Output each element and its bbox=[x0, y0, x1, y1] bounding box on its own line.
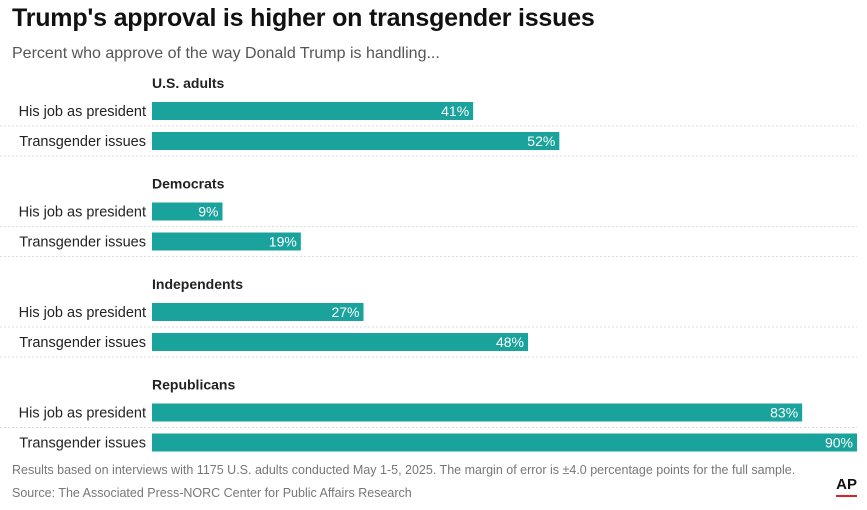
bar-value-label: 19% bbox=[269, 234, 297, 250]
chart-title: Trump's approval is higher on transgende… bbox=[12, 4, 595, 32]
bar bbox=[152, 333, 528, 351]
bar-chart: U.S. adults His job as president 41% Transg… bbox=[0, 75, 857, 452]
methodology-note: Results based on interviews with 1175 U.… bbox=[12, 463, 796, 477]
group-label: U.S. adults bbox=[152, 75, 225, 91]
bar-value-label: 83% bbox=[770, 405, 798, 421]
group-label: Independents bbox=[152, 276, 243, 292]
bar-value-label: 52% bbox=[527, 133, 555, 149]
row-label: Transgender issues bbox=[19, 235, 146, 251]
chart-subtitle: Percent who approve of the way Donald Tr… bbox=[12, 45, 440, 62]
bar bbox=[152, 303, 364, 321]
row-label: His job as president bbox=[19, 406, 146, 422]
bar bbox=[152, 403, 803, 422]
bar bbox=[152, 102, 474, 120]
bar-value-label: 9% bbox=[198, 204, 218, 220]
row-label: His job as president bbox=[19, 305, 146, 321]
ap-logo: AP bbox=[836, 476, 857, 497]
row-label: Transgender issues bbox=[19, 134, 146, 150]
row-label: Transgender issues bbox=[19, 436, 146, 452]
bar-value-label: 90% bbox=[825, 435, 853, 451]
group-label: Republicans bbox=[152, 377, 235, 393]
bar-value-label: 48% bbox=[496, 334, 524, 350]
source-note: Source: The Associated Press-NORC Center… bbox=[12, 486, 412, 500]
row-label: Transgender issues bbox=[19, 335, 146, 351]
row-label: His job as president bbox=[19, 205, 146, 221]
bar bbox=[152, 433, 857, 452]
bar-value-label: 27% bbox=[331, 304, 359, 320]
bar bbox=[152, 232, 301, 251]
group-label: Democrats bbox=[152, 176, 225, 192]
bar-value-label: 41% bbox=[441, 103, 469, 119]
bar bbox=[152, 132, 560, 150]
bar bbox=[152, 202, 223, 221]
row-label: His job as president bbox=[19, 104, 146, 120]
